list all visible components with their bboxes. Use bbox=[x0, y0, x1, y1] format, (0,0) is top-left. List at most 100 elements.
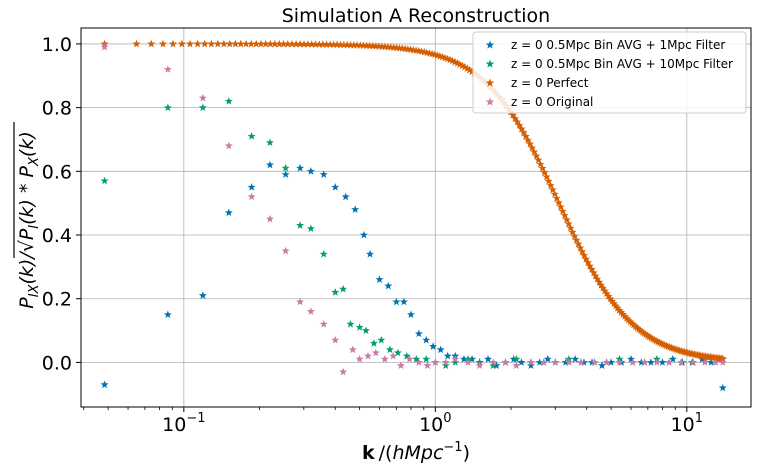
data-point bbox=[448, 56, 457, 65]
data-point bbox=[100, 42, 109, 51]
axis-ticks: 0.0 0.2 0.4 0.6 0.8 1.0 10−1 100 101 bbox=[42, 34, 703, 436]
data-point bbox=[517, 124, 526, 133]
x-axis-label-unit: /( bbox=[379, 442, 393, 464]
data-point bbox=[236, 39, 245, 48]
plot-series bbox=[100, 39, 727, 392]
data-point bbox=[626, 317, 635, 326]
data-point bbox=[100, 176, 109, 185]
data-point bbox=[542, 172, 551, 181]
data-point bbox=[356, 41, 365, 49]
data-point bbox=[538, 164, 547, 172]
data-point bbox=[589, 268, 598, 277]
data-point bbox=[329, 40, 338, 49]
legend: z = 0 0.5Mpc Bin AVG + 1Mpc Filter z = 0 … bbox=[472, 31, 747, 114]
data-point bbox=[540, 168, 549, 177]
data-point bbox=[600, 286, 609, 295]
data-point bbox=[322, 40, 331, 48]
data-point bbox=[571, 355, 580, 363]
data-point bbox=[582, 254, 591, 263]
x-tick-label: 101 bbox=[671, 411, 703, 436]
data-point bbox=[406, 310, 415, 319]
data-point bbox=[501, 358, 510, 366]
data-point bbox=[132, 39, 141, 48]
data-point bbox=[247, 192, 256, 201]
data-point bbox=[265, 160, 274, 169]
data-point bbox=[652, 358, 661, 366]
data-point bbox=[281, 163, 290, 172]
data-point bbox=[552, 194, 561, 202]
data-point bbox=[647, 333, 656, 342]
data-point bbox=[348, 345, 357, 354]
data-point bbox=[580, 251, 589, 259]
data-point bbox=[306, 307, 315, 315]
data-point bbox=[224, 97, 233, 105]
series-3 bbox=[100, 42, 727, 376]
data-point bbox=[595, 278, 604, 286]
data-point bbox=[318, 40, 327, 48]
data-point bbox=[441, 361, 450, 369]
data-point bbox=[168, 39, 177, 48]
data-point bbox=[158, 39, 167, 48]
data-point bbox=[576, 243, 585, 252]
data-point bbox=[489, 361, 498, 369]
data-point bbox=[631, 322, 640, 330]
data-point bbox=[530, 147, 539, 156]
data-point bbox=[689, 358, 698, 366]
data-point bbox=[484, 355, 493, 363]
data-point bbox=[231, 39, 240, 48]
data-point bbox=[163, 103, 172, 112]
data-point bbox=[578, 247, 587, 256]
data-point bbox=[583, 258, 592, 266]
data-point bbox=[399, 297, 408, 306]
data-point bbox=[627, 319, 636, 327]
data-point bbox=[224, 208, 233, 217]
data-point bbox=[450, 57, 459, 66]
data-point bbox=[402, 351, 411, 360]
data-point bbox=[508, 111, 517, 119]
data-point bbox=[247, 39, 256, 48]
data-point bbox=[319, 319, 328, 328]
data-point bbox=[283, 39, 292, 48]
data-point bbox=[377, 335, 386, 344]
data-point bbox=[526, 358, 535, 366]
data-point bbox=[668, 355, 677, 363]
data-point bbox=[475, 361, 484, 369]
data-point bbox=[311, 40, 320, 48]
data-point bbox=[392, 297, 401, 306]
data-point bbox=[455, 60, 464, 68]
data-point bbox=[319, 170, 328, 178]
y-tick-label: 0.4 bbox=[42, 225, 72, 247]
data-point bbox=[513, 117, 522, 126]
data-point bbox=[429, 342, 438, 350]
data-point bbox=[279, 39, 288, 48]
x-axis-label-unit-var: hMpc bbox=[392, 442, 443, 464]
data-point bbox=[186, 39, 195, 48]
data-point bbox=[711, 358, 720, 366]
data-point bbox=[707, 358, 716, 366]
data-point bbox=[665, 358, 674, 366]
data-point bbox=[532, 151, 541, 160]
data-point bbox=[261, 39, 270, 48]
x-tick-label: 10−1 bbox=[162, 411, 205, 436]
data-point bbox=[198, 93, 207, 102]
data-point bbox=[617, 308, 626, 316]
data-point bbox=[700, 358, 709, 366]
data-point bbox=[525, 139, 534, 148]
data-point bbox=[515, 121, 524, 129]
data-point bbox=[570, 231, 579, 240]
data-point bbox=[591, 271, 600, 280]
data-point bbox=[459, 355, 468, 363]
data-point bbox=[326, 40, 335, 48]
data-point bbox=[341, 192, 350, 201]
data-point bbox=[306, 167, 315, 175]
data-point bbox=[550, 189, 559, 198]
data-point bbox=[319, 249, 328, 258]
data-point bbox=[333, 40, 342, 49]
data-point bbox=[634, 325, 643, 333]
data-point bbox=[436, 345, 445, 354]
y-tick-label: 0.2 bbox=[42, 289, 72, 311]
data-point bbox=[492, 361, 501, 369]
data-point bbox=[265, 214, 274, 223]
data-point bbox=[465, 65, 474, 74]
data-point bbox=[366, 249, 375, 258]
